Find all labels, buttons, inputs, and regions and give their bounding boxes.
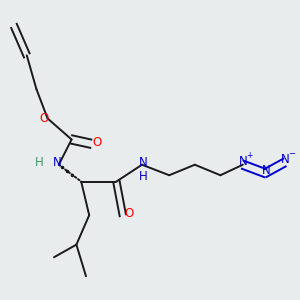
Text: O: O [39,112,48,125]
Text: N: N [281,153,290,166]
Text: O: O [92,136,101,149]
Text: H: H [35,156,44,169]
Text: +: + [247,151,253,160]
Text: H: H [139,170,148,183]
Text: O: O [124,207,133,220]
Text: N: N [53,156,62,169]
Text: N: N [262,164,270,177]
Text: −: − [288,149,295,158]
Text: N: N [139,156,148,169]
Text: N: N [239,155,248,168]
